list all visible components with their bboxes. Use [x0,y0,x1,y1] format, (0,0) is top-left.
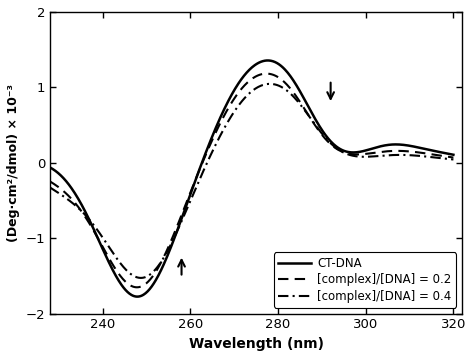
[complex]/[DNA] = 0.4 [138,276,144,280]
CT-DNA [286,72,292,77]
CT-DNA [135,295,140,299]
CT-DNA [352,150,358,155]
[complex]/[DNA] = 0.2 [230,98,236,102]
[complex]/[DNA] = 0.2 [451,155,456,160]
X-axis label: Wavelength (nm): Wavelength (nm) [189,337,324,351]
[complex]/[DNA] = 0.4 [267,82,273,86]
[complex]/[DNA] = 0.2 [352,152,358,156]
[complex]/[DNA] = 0.2 [286,85,292,89]
[complex]/[DNA] = 0.4 [352,154,358,158]
[complex]/[DNA] = 0.2 [134,285,140,290]
[complex]/[DNA] = 0.2 [152,272,157,276]
[complex]/[DNA] = 0.2 [47,179,53,184]
Y-axis label: (Deg·cm²/dmol) × 10⁻³: (Deg·cm²/dmol) × 10⁻³ [7,84,20,242]
[complex]/[DNA] = 0.4 [152,268,157,273]
CT-DNA [152,280,157,285]
[complex]/[DNA] = 0.4 [451,158,456,162]
[complex]/[DNA] = 0.4 [286,90,292,95]
CT-DNA [118,282,124,287]
Line: CT-DNA: CT-DNA [50,61,454,297]
CT-DNA [451,153,456,157]
[complex]/[DNA] = 0.2 [118,275,124,279]
CT-DNA [230,90,236,94]
CT-DNA [318,126,324,130]
[complex]/[DNA] = 0.4 [47,185,53,190]
Legend: CT-DNA, [complex]/[DNA] = 0.2, [complex]/[DNA] = 0.4: CT-DNA, [complex]/[DNA] = 0.2, [complex]… [273,252,456,308]
[complex]/[DNA] = 0.4 [230,111,236,115]
Line: [complex]/[DNA] = 0.4: [complex]/[DNA] = 0.4 [50,84,454,278]
[complex]/[DNA] = 0.2 [318,131,324,135]
CT-DNA [47,165,53,170]
[complex]/[DNA] = 0.2 [264,72,269,76]
[complex]/[DNA] = 0.4 [118,262,124,267]
[complex]/[DNA] = 0.4 [318,130,324,134]
Line: [complex]/[DNA] = 0.2: [complex]/[DNA] = 0.2 [50,74,454,287]
CT-DNA [264,58,270,63]
